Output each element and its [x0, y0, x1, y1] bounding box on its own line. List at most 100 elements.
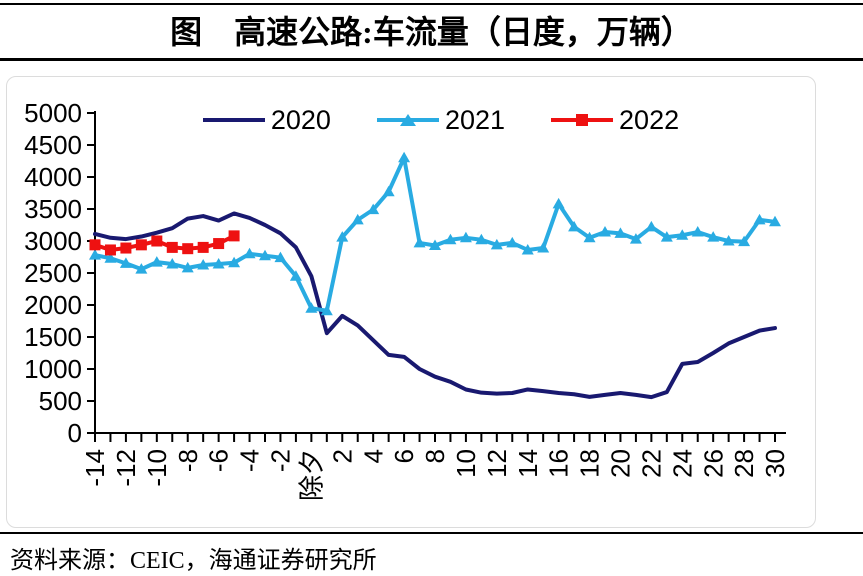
x-axis-tick-label: 12 [482, 449, 512, 478]
series-marker-triangle-2021 [243, 247, 256, 259]
series-marker-triangle-2021 [769, 215, 781, 227]
x-axis-tick-label: 30 [760, 449, 790, 478]
series-marker-triangle-2021 [629, 233, 642, 244]
series-marker-triangle-2021 [228, 256, 241, 268]
series-line-2020 [93, 211, 777, 400]
y-axis-tick-label: 4500 [24, 130, 82, 160]
x-axis-tick-label: 16 [544, 449, 574, 478]
series-marker-triangle-2021 [506, 236, 519, 248]
series-marker-triangle-2021 [552, 197, 565, 209]
data-source-note: 资料来源：CEIC，海通证券研究所 [10, 548, 377, 574]
series-marker-triangle-2021 [382, 185, 395, 197]
legend-item-2022: 2022 [551, 105, 679, 135]
x-axis-tick-label: 14 [513, 449, 543, 478]
chart-title: 图 高速公路:车流量（日度，万辆） [170, 14, 693, 50]
y-axis-tick-label: 4000 [24, 162, 82, 192]
series-marker-triangle-2021 [197, 259, 210, 270]
series-marker-triangle-2021 [150, 256, 163, 267]
series-marker-triangle-2021 [104, 252, 117, 263]
y-axis-tick-label: 5000 [24, 98, 82, 128]
y-axis-tick-label: 3500 [24, 194, 82, 224]
legend-triangle-marker-icon [399, 114, 416, 126]
series-marker-triangle-2021 [398, 151, 411, 163]
chart-legend: 2020 2021 2022 [95, 105, 787, 135]
series-line-2021 [93, 155, 777, 313]
series-marker-triangle-2021 [166, 258, 179, 269]
series-marker-triangle-2021 [289, 270, 302, 281]
series-marker-triangle-2021 [212, 258, 225, 269]
x-axis-tick-label: 20 [606, 449, 636, 478]
series-marker-triangle-2021 [274, 251, 287, 263]
x-axis-tick-label: 28 [729, 449, 759, 478]
legend-label-2021: 2021 [444, 105, 506, 135]
series-marker-triangle-2021 [305, 302, 318, 313]
title-divider-rule [0, 58, 863, 61]
legend-item-2021: 2021 [376, 105, 506, 135]
x-axis-label-chuxi: 除夕 [296, 449, 326, 501]
series-marker-square-2022 [151, 235, 163, 247]
series-marker-triangle-2021 [521, 243, 534, 255]
series-marker-triangle-2021 [707, 231, 720, 242]
series-marker-triangle-2021 [753, 213, 766, 225]
series-marker-square-2022 [104, 244, 116, 256]
top-border-rule [0, 3, 863, 5]
y-axis-tick-label: 500 [39, 386, 82, 416]
series-marker-triangle-2021 [336, 231, 349, 242]
series-line-2022 [93, 233, 237, 252]
legend-swatch-2021-triangle-line [376, 111, 439, 129]
series-marker-triangle-2021 [119, 257, 132, 268]
series-marker-square-2022 [197, 241, 209, 253]
series-marker-triangle-2021 [475, 233, 488, 245]
x-axis-tick-label: 24 [667, 449, 697, 478]
series-marker-triangle-2021 [537, 242, 550, 253]
series-marker-triangle-2021 [645, 220, 658, 232]
legend-label-2022: 2022 [619, 105, 680, 135]
legend-swatch-2022-square-line [551, 111, 614, 129]
y-axis-tick-label: 1500 [24, 322, 82, 352]
series-marker-triangle-2021 [660, 231, 673, 242]
x-axis-tick-label: 26 [698, 449, 728, 478]
series-marker-triangle-2021 [351, 213, 364, 225]
series-marker-square-2022 [182, 243, 194, 255]
series-marker-triangle-2021 [691, 226, 704, 237]
series-marker-triangle-2021 [135, 263, 148, 274]
x-axis-tick-label: 6 [389, 449, 419, 463]
series-marker-triangle-2021 [367, 203, 380, 215]
chart-container-border [6, 76, 816, 528]
series-marker-triangle-2021 [614, 227, 627, 238]
series-marker-triangle-2021 [429, 239, 441, 250]
x-axis-tick-label: -12 [111, 449, 141, 487]
x-axis-tick-label: 4 [358, 449, 388, 463]
x-axis-tick-label: -14 [80, 449, 110, 487]
x-axis-tick-label: 18 [575, 449, 605, 478]
series-marker-triangle-2021 [738, 235, 751, 247]
series-marker-square-2022 [228, 230, 240, 242]
footer-divider-rule [0, 532, 863, 534]
series-marker-triangle-2021 [444, 233, 457, 245]
x-axis-tick-label: 22 [636, 449, 666, 478]
series-marker-triangle-2021 [676, 229, 689, 240]
legend-label-2020: 2020 [270, 105, 331, 135]
series-marker-triangle-2021 [599, 226, 611, 237]
legend-square-marker-icon [576, 114, 589, 126]
y-axis-tick-label: 3000 [24, 226, 82, 256]
series-marker-square-2022 [135, 239, 147, 251]
legend-swatch-2020-line [202, 111, 265, 129]
series-marker-triangle-2021 [459, 231, 472, 243]
series-marker-triangle-2021 [490, 238, 503, 250]
series-marker-square-2022 [120, 242, 132, 254]
series-marker-triangle-2021 [583, 231, 596, 243]
x-axis-tick-label: 8 [420, 449, 450, 463]
x-axis-tick-label: -6 [204, 449, 234, 472]
series-marker-triangle-2021 [320, 304, 333, 316]
y-axis-tick-label: 1000 [24, 354, 82, 384]
series-marker-triangle-2021 [722, 235, 735, 246]
series-marker-triangle-2021 [568, 220, 581, 232]
series-marker-triangle-2021 [89, 249, 101, 260]
x-axis-tick-label: 10 [451, 449, 481, 478]
series-marker-square-2022 [89, 239, 101, 251]
series-marker-triangle-2021 [259, 249, 271, 261]
y-axis-tick-label: 2500 [24, 258, 82, 288]
x-axis-tick-label: -2 [266, 449, 296, 472]
